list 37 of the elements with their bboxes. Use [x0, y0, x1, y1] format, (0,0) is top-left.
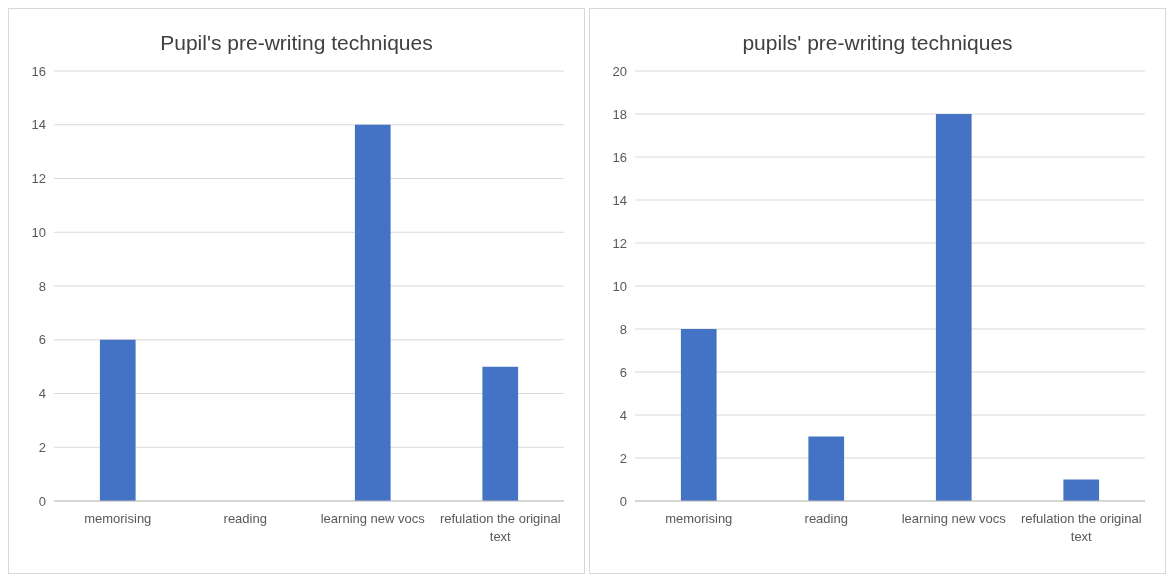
y-tick-label: 4: [619, 407, 627, 423]
x-tick-label: refulation the original text: [439, 511, 561, 544]
y-tick-label: 6: [619, 364, 627, 380]
y-tick-label: 12: [31, 171, 46, 187]
y-tick-label: 10: [31, 224, 46, 240]
y-tick-label: 6: [38, 332, 46, 348]
y-tick-label: 8: [619, 321, 627, 337]
y-tick-label: 0: [619, 493, 627, 509]
bar: [680, 329, 717, 501]
bar: [1063, 479, 1100, 501]
y-tick-label: 14: [612, 192, 627, 208]
chart-title: pupils' pre-writing techniques: [741, 31, 1014, 56]
x-tick-label: memorising: [665, 511, 733, 526]
y-tick-label: 4: [38, 386, 46, 402]
bar: [935, 114, 972, 501]
y-tick-label: 10: [612, 278, 627, 294]
x-tick-label: learning new vocs: [320, 511, 426, 526]
y-tick-label: 18: [612, 106, 627, 122]
bar: [482, 366, 519, 501]
x-tick-label: reading: [804, 511, 848, 526]
x-tick-label: memorising: [84, 511, 152, 526]
bar: [99, 339, 136, 501]
y-tick-label: 14: [31, 117, 46, 133]
y-tick-label: 16: [612, 149, 627, 165]
y-tick-label: 16: [31, 63, 46, 79]
y-tick-label: 20: [612, 63, 627, 79]
y-tick-label: 2: [38, 439, 46, 455]
x-tick-label: learning new vocs: [901, 511, 1007, 526]
y-tick-label: 0: [38, 493, 46, 509]
chart-title: Pupil's pre-writing techniques: [159, 31, 434, 56]
x-tick-label: refulation the original text: [1020, 511, 1142, 544]
y-tick-label: 8: [38, 278, 46, 294]
y-tick-label: 12: [612, 235, 627, 251]
x-tick-label: reading: [223, 511, 267, 526]
bar: [808, 436, 845, 501]
y-tick-label: 2: [619, 450, 627, 466]
bar: [354, 124, 391, 501]
